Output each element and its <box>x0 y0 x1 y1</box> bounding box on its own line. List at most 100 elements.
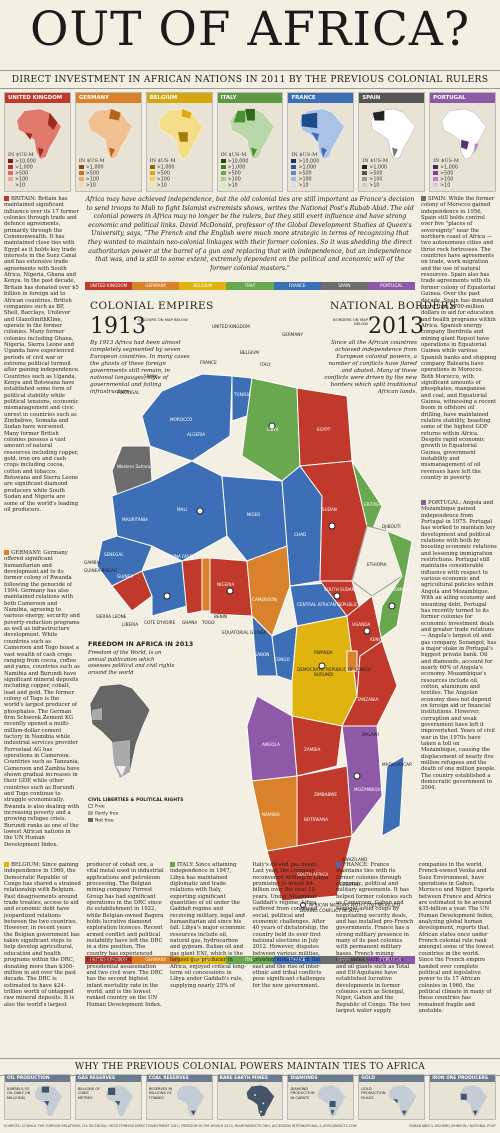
africa-silhouette-icon <box>105 1085 133 1117</box>
year-2013: 2013 <box>368 314 424 339</box>
africa-silhouette-icon <box>388 1085 417 1117</box>
map-label: SWAZILAND <box>342 857 367 862</box>
map-label-colonial: GERMANY <box>282 332 303 337</box>
resource-map-diamonds: DIAMONDS DIAMOND PRODUCTION IN CARATS <box>287 1074 355 1120</box>
italy-text: ITALY: Since attaining independence in 1… <box>170 862 329 989</box>
map-label: MADAGASCAR <box>382 762 412 767</box>
africa-silhouette-icon <box>229 108 275 160</box>
italy-color-square <box>170 862 175 867</box>
colors-note: COLOURS ON MAP BELOW <box>138 317 188 322</box>
spain-color-square <box>421 196 426 201</box>
region-togo <box>201 557 211 612</box>
map-label: SOMALIA <box>392 587 411 592</box>
map-label-colonial: FRANCE <box>200 360 217 365</box>
africa-silhouette-icon <box>87 108 133 160</box>
map-label: BENIN <box>214 614 227 619</box>
investment-map-portugal: PORTUGAL IN $US-M >1,000 >500 >100 >10 <box>429 92 497 192</box>
investment-map-label: ITALY <box>217 93 283 103</box>
legend-france: FRANCE <box>273 282 321 290</box>
germany-text: GERMANY: Germany offered significant hum… <box>4 550 80 848</box>
freedom-heading: FREEDOM IN AFRICA IN 2013 <box>88 640 194 648</box>
africa-silhouette-icon <box>459 1085 488 1117</box>
map-label: Western Sahara <box>117 464 151 469</box>
colonial-powers-legend: UNITED KINGDOM GERMANY BELGIUM ITALY FRA… <box>85 282 415 290</box>
map-label: SOUTH AFRICA <box>297 872 328 877</box>
britain-text: BRITAIN: Britain has maintained signific… <box>4 196 80 513</box>
investment-legend: IN $US-M >1,000 >500 >100 >10 <box>433 158 459 189</box>
map-label: LESOTHO <box>340 882 361 887</box>
africa-silhouette-icon <box>16 108 62 160</box>
belgium-color-square <box>4 862 9 867</box>
africa-map: MOROCCO ALGERIA TUNISIA LIBYA EGYPT West… <box>82 296 418 946</box>
investment-map-label: UNITED KINGDOM <box>5 93 70 103</box>
map-label: ZIMBABWE <box>314 792 337 797</box>
region-mozambique <box>341 725 383 838</box>
resource-map-oil: OIL PRODUCTION BARRELS OF OIL DAILY (IN … <box>4 1074 71 1120</box>
map-label: ZAMBIA <box>304 747 320 752</box>
investment-legend: IN $US-M >1,000 >500 >100 >10 <box>362 158 389 189</box>
conflict-dot-icon <box>300 902 306 908</box>
map-label: TOGO <box>201 620 215 625</box>
map-label: UGANDA <box>352 622 370 627</box>
conflict-markers <box>163 422 396 780</box>
map-label-colonial: SPAIN <box>144 374 156 379</box>
intro-text: Africa may have achieved independence, b… <box>85 196 415 272</box>
map-label: DJIBOUTI <box>382 524 401 529</box>
africa-silhouette-icon <box>441 108 487 160</box>
map-label-colonial: ITALY <box>260 362 271 367</box>
map-label: GHANA <box>182 620 197 625</box>
map-label: EGYPT <box>317 427 331 432</box>
map-label: CAMEROON <box>252 597 277 602</box>
map-label-colonial: BELGIUM <box>240 350 259 355</box>
map-label: ERITREA <box>364 502 382 507</box>
germany-color-square <box>4 550 9 555</box>
france-color-square <box>336 862 341 867</box>
colonial-powers-legend-bottom: UNITED KINGDOM GERMANY BELGIUM ITALY FRA… <box>85 956 415 964</box>
sources-footer: SOURCES: COUNCIL FOR FOREIGN RELATIONS; … <box>4 1124 496 1128</box>
conflict-legend: AFRICAN NATIONS WITH CITIZENS KILLED DUR… <box>300 902 401 914</box>
map-label: NIGER <box>247 512 260 517</box>
map-label: GUINEA-BISSAU <box>84 568 117 573</box>
map-label: COTE D'IVOIRE <box>144 620 176 625</box>
region-madagascar <box>381 755 405 837</box>
map-label: CENTRAL AFRICAN REPUBLIC <box>297 602 358 607</box>
region-angola <box>246 695 298 782</box>
freedom-legend: CIVIL LIBERTIES & POLITICAL RIGHTS Free … <box>88 798 184 824</box>
map-label: SENEGAL <box>104 552 124 557</box>
map-label: BURKINA FASO <box>162 554 194 559</box>
map-label-colonial: UNITED KINGDOM <box>212 324 250 329</box>
borders-text: Since all the African countries achieved… <box>324 340 417 395</box>
investment-map-label: GERMANY <box>75 93 141 103</box>
africa-silhouette-icon <box>247 1085 275 1117</box>
map-label: MOZAMBIQUE <box>354 787 384 792</box>
investment-maps-row: UNITED KINGDOM IN $US-M >10,000 >1,000 >… <box>4 92 497 192</box>
investment-map-label: BELGIUM <box>146 93 212 103</box>
map-label: MAURITANIA <box>122 517 148 522</box>
map-label: TANZANIA <box>356 697 378 702</box>
portugal-text: PORTUGAL: Angola and Mozambique gained i… <box>421 500 497 792</box>
national-borders-heading: NATIONAL BORDERS <box>330 300 457 312</box>
freedom-inset-map <box>89 683 151 779</box>
map-label: MOROCCO <box>170 417 193 422</box>
africa-silhouette-icon <box>370 108 416 160</box>
map-label-colonial: PORTUGAL <box>117 390 140 395</box>
spain-text: SPAIN: While the former colony of Morocc… <box>421 196 497 482</box>
map-label: SUDAN <box>322 507 337 512</box>
page-title: OUT OF AFRICA? <box>29 2 471 57</box>
map-label: BOTSWANA <box>304 817 328 822</box>
map-label: ALGERIA <box>187 432 205 437</box>
investment-legend: IN $US-M >10,000 >1,000 >500 >100 >10 <box>220 151 249 189</box>
region-botswana-zimbabwe <box>296 765 353 847</box>
map-label: KENYA <box>370 637 384 642</box>
investment-map-label: PORTUGAL <box>430 93 496 103</box>
page-subtitle: DIRECT INVESTMENT IN AFRICAN NATIONS IN … <box>0 70 500 89</box>
investment-map-france: FRANCE IN $US-M >10,000 >1,000 >500 >100… <box>287 92 355 192</box>
resource-map-rare-earth: RARE EARTH MINES <box>216 1074 284 1120</box>
legend-uk: UNITED KINGDOM <box>85 282 133 290</box>
region-niger <box>221 475 288 562</box>
colonial-empires-heading: COLONIAL EMPIRES <box>90 300 214 312</box>
map-label: GAMBIA <box>84 560 101 565</box>
investment-map-label: FRANCE <box>288 93 354 103</box>
map-label: CHAD <box>294 532 306 537</box>
legend-spain: SPAIN <box>320 282 368 290</box>
